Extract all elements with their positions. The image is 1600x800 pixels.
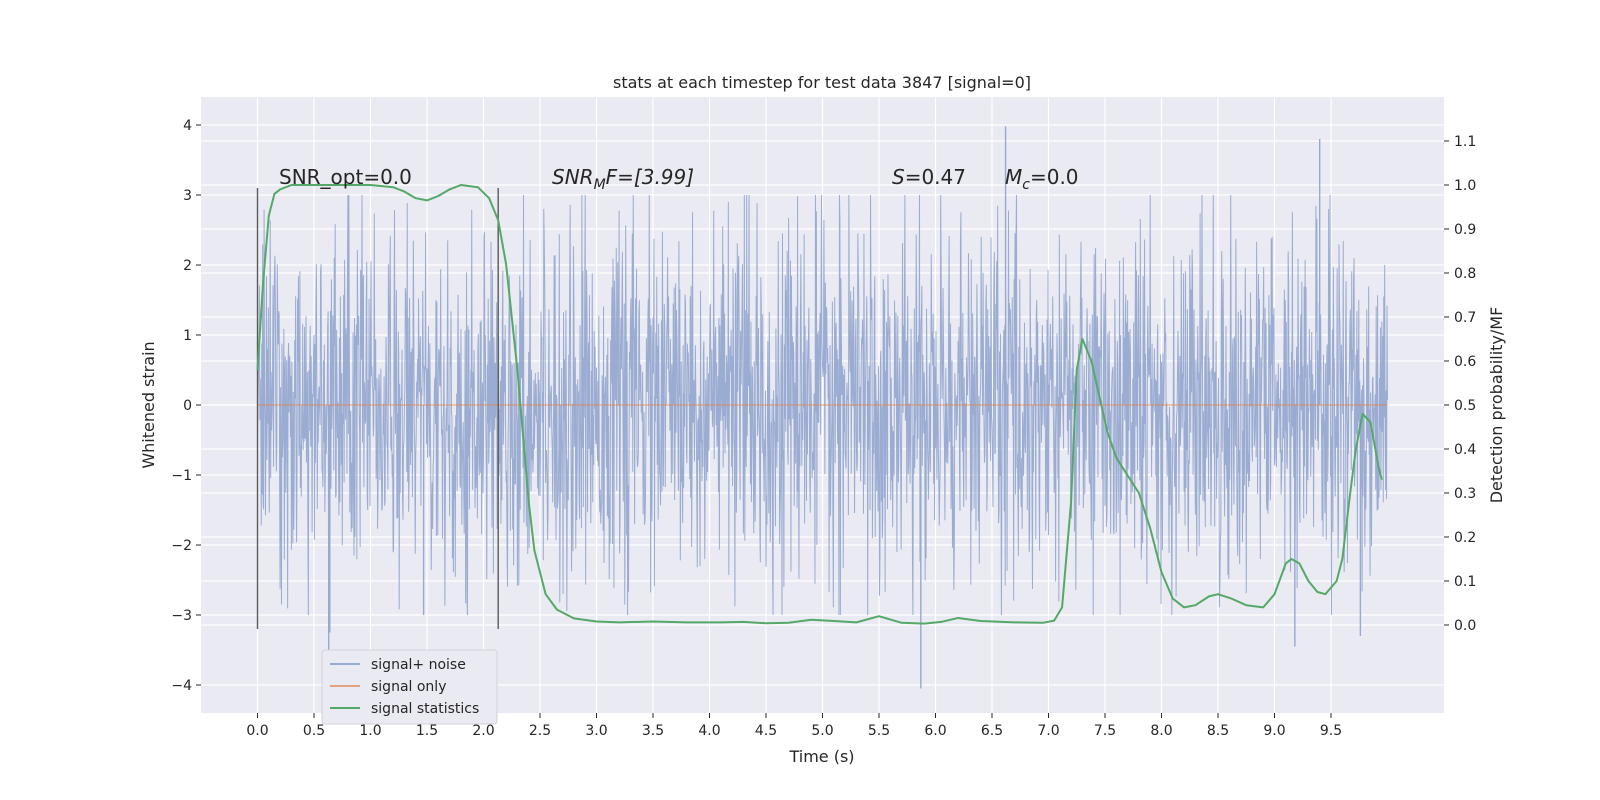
annotation-mc-sub: c [1022,177,1030,193]
noise-series [257,126,1388,689]
annotation-snr-mf-sub: M [594,177,606,193]
x-tick-label: 3.5 [642,723,664,739]
annotation-snr-opt: SNR_opt=0.0 [279,165,412,189]
x-tick-label: 6.5 [981,723,1003,739]
y-right-tick-label: 0.6 [1454,354,1476,370]
marker-lines [256,188,499,629]
x-tick-label: 7.5 [1094,723,1116,739]
x-tick-label: 8.0 [1150,723,1172,739]
y-right-tick-label: 1.1 [1454,134,1476,150]
y-right-tick-label: 0.7 [1454,310,1476,326]
y-right-tick-label: 0.0 [1454,618,1476,634]
annotation-mc-label: M [1005,165,1022,189]
annotation-snr-mf-label: SNR [552,165,594,189]
x-tick-label: 1.5 [416,723,438,739]
y-right-tick-label: 0.9 [1454,222,1476,238]
x-tick-label: 0.5 [303,723,325,739]
y-left-axis-ticks: −4 −3 −2 −1 0 1 2 3 4 [171,118,201,694]
x-tick-label: 5.5 [868,723,890,739]
y-right-tick-label: 1.0 [1454,178,1476,194]
x-tick-label: 0.0 [246,723,268,739]
x-tick-label: 7.0 [1037,723,1059,739]
y-right-tick-label: 0.1 [1454,574,1476,590]
statistics-series [256,184,1383,625]
y-left-tick-label: 2 [183,258,192,274]
y-left-tick-label: 4 [183,118,192,134]
legend: signal+ noise signal only signal statist… [321,649,498,725]
y-right-tick-label: 0.2 [1454,530,1476,546]
x-tick-label: 4.5 [755,723,777,739]
x-tick-label: 9.0 [1263,723,1285,739]
y-right-tick-label: 0.5 [1454,398,1476,414]
annotation-snr-mf-rest: F=[3.99] [606,165,694,189]
legend-label-signal: signal only [371,679,446,695]
y-right-axis-ticks: 0.0 0.1 0.2 0.3 0.4 0.5 0.6 0.7 0.8 0.9 1.0 1.1 [1444,134,1476,634]
y-left-tick-label: −2 [171,538,192,554]
x-axis-ticks: 0.0 0.5 1.0 1.5 2.0 2.5 3.0 3.5 4.0 4.5 5.0 5.5 6.0 6… [246,713,1342,739]
y-left-tick-label: −4 [171,678,192,694]
y-left-tick-label: −1 [171,468,192,484]
noise-trace [257,194,1388,616]
y-left-tick-label: −3 [171,608,192,624]
statistics-line [256,184,1383,625]
legend-label-noise: signal+ noise [371,657,466,673]
annotation-mc: Mc=0.0 [1005,165,1079,193]
y-left-tick-label: 0 [183,398,192,414]
x-axis-label: Time (s) [788,747,854,766]
annotation-s-label: S [892,165,905,189]
y-left-tick-label: 3 [183,188,192,204]
y-left-axis-label: Whitened strain [139,341,158,468]
annotation-snr-mf: SNRMF=[3.99] [552,165,694,193]
x-tick-label: 6.0 [924,723,946,739]
annotation-mc-value: =0.0 [1030,165,1079,189]
x-tick-label: 2.5 [529,723,551,739]
x-tick-label: 5.0 [811,723,833,739]
y-right-axis-label: Detection probability/MF [1487,307,1506,504]
chart-title: stats at each timestep for test data 384… [613,73,1031,92]
legend-label-statistics: signal statistics [371,701,479,717]
y-right-tick-label: 0.4 [1454,442,1476,458]
x-tick-label: 1.0 [359,723,381,739]
legend-box [321,649,498,725]
x-tick-label: 9.5 [1320,723,1342,739]
x-tick-label: 3.0 [585,723,607,739]
y-left-tick-label: 1 [183,328,192,344]
annotation-s-value: =0.47 [905,165,966,189]
y-right-tick-label: 0.3 [1454,486,1476,502]
y-right-tick-label: 0.8 [1454,266,1476,282]
x-tick-label: 2.0 [472,723,494,739]
x-tick-label: 8.5 [1207,723,1229,739]
annotation-s: S=0.47 [892,165,966,189]
x-tick-label: 4.0 [698,723,720,739]
